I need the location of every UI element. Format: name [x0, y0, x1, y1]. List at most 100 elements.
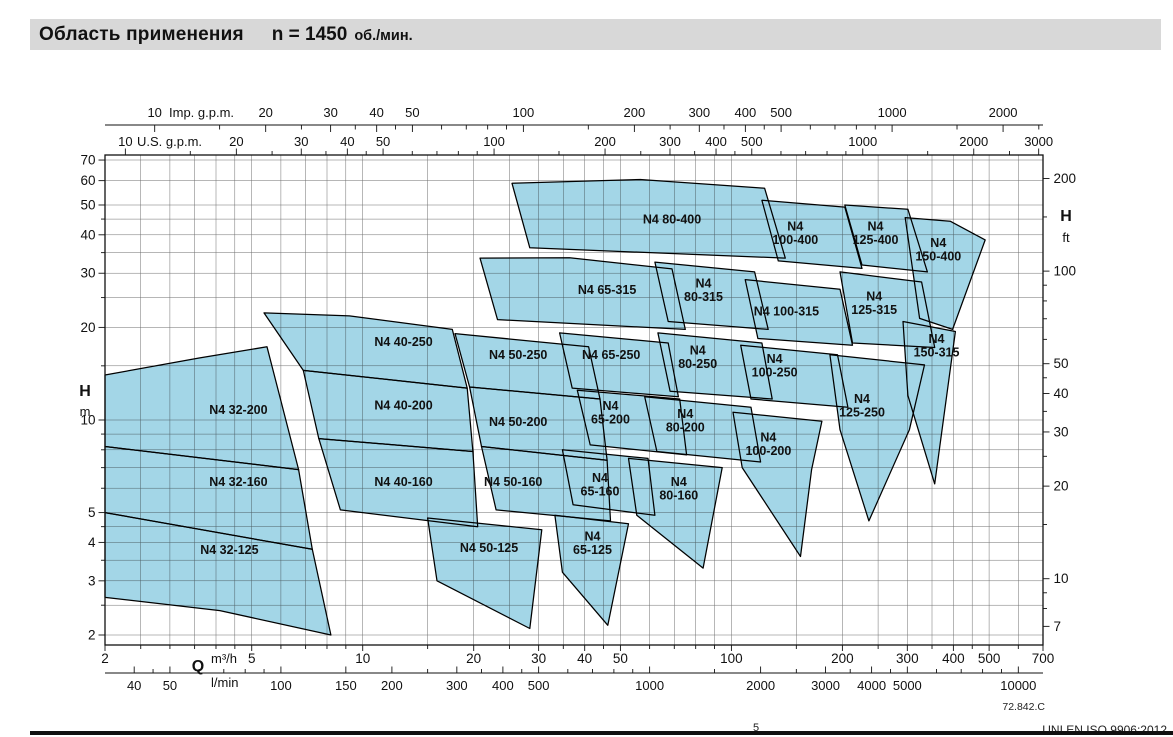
- axis-label: Q: [192, 658, 204, 675]
- pump-region-outline: [426, 517, 543, 630]
- pump-region-outline: [558, 332, 680, 398]
- axis-label: 50: [613, 651, 628, 666]
- axis-label: 400: [705, 134, 727, 149]
- axis-label: 400: [942, 651, 965, 666]
- axis-label: 5000: [893, 678, 922, 693]
- pump-region-n4-40-250[interactable]: [264, 312, 468, 389]
- pump-region-n4-65-315[interactable]: [480, 257, 686, 330]
- axis-label: 500: [770, 105, 792, 120]
- axis-label: 10: [80, 412, 95, 427]
- axis-label: 60: [80, 173, 95, 188]
- axis-label: 30: [531, 651, 546, 666]
- axis-label: l/min: [211, 675, 238, 690]
- pump-region-label-n4-125-400: N4 125-400: [853, 220, 899, 248]
- axis-label: 40: [80, 227, 95, 242]
- axis-label: 300: [688, 105, 710, 120]
- pump-region-label-n4-65-200: N4 65-200: [591, 399, 630, 427]
- pump-region-n4-50-125[interactable]: [427, 518, 542, 629]
- pump-region-n4-100-400[interactable]: [761, 200, 862, 269]
- axis-label: 500: [978, 651, 1001, 666]
- axis-label: 30: [1054, 424, 1069, 439]
- pump-region-n4-32-200[interactable]: [105, 346, 299, 470]
- pump-region-outlines: [104, 178, 986, 636]
- axis-label: 10: [355, 651, 370, 666]
- axis-label: 10000: [1000, 678, 1036, 693]
- axis-label: 10: [147, 105, 161, 120]
- pump-region-n4-125-250[interactable]: [829, 354, 925, 521]
- pump-region-label-n4-65-315: N4 65-315: [578, 283, 636, 297]
- axis-label: 100: [1054, 264, 1077, 279]
- pump-region-n4-150-315[interactable]: [903, 321, 956, 484]
- pump-region-n4-32-160[interactable]: [105, 446, 313, 550]
- pump-region-outline: [740, 344, 849, 408]
- pump-region-n4-65-125[interactable]: [554, 515, 629, 626]
- pump-region-label-n4-50-125: N4 50-125: [460, 541, 518, 555]
- axis-label: Imp. g.p.m.: [169, 105, 234, 120]
- pump-region-label-n4-40-250: N4 40-250: [374, 335, 432, 349]
- axis-label: 300: [659, 134, 681, 149]
- pump-region-outline: [511, 178, 786, 259]
- pump-region-n4-80-315[interactable]: [654, 262, 769, 330]
- axis-label: 2: [88, 628, 96, 643]
- pump-region-label-n4-125-250: N4 125-250: [839, 392, 885, 420]
- pump-region-n4-100-250[interactable]: [740, 345, 848, 408]
- pump-region-label-n4-150-400: N4 150-400: [915, 236, 961, 264]
- axis-label: 500: [741, 134, 763, 149]
- axis-label: 2000: [959, 134, 988, 149]
- axis-label: 700: [1032, 651, 1055, 666]
- pump-region-label-n4-65-250: N4 65-250: [582, 348, 640, 362]
- axis-label: 3000: [1024, 134, 1053, 149]
- pump-region-n4-40-160[interactable]: [318, 438, 478, 527]
- pump-region-label-n4-80-400: N4 80-400: [643, 213, 701, 227]
- speed-unit: об./мин.: [354, 27, 413, 44]
- axis-label: 50: [1054, 356, 1069, 371]
- axis-label: 1000: [848, 134, 877, 149]
- axis-label: 40: [340, 134, 354, 149]
- axis-label: 10: [118, 134, 132, 149]
- pump-region-label-n4-50-250: N4 50-250: [489, 348, 547, 362]
- pump-region-label-n4-32-125: N4 32-125: [200, 543, 258, 557]
- pump-region-n4-100-200[interactable]: [733, 412, 822, 557]
- pump-region-outline: [657, 332, 773, 400]
- pump-region-outline: [904, 216, 986, 331]
- pump-region-outline: [263, 312, 468, 389]
- axis-label: 200: [1054, 171, 1077, 186]
- axis-label: 20: [229, 134, 243, 149]
- axis-label: 400: [735, 105, 757, 120]
- speed-value: n = 1450: [271, 23, 348, 45]
- axis-label: 50: [405, 105, 419, 120]
- pump-region-label-n4-80-315: N4 80-315: [684, 276, 723, 304]
- axis-label: 150: [335, 678, 357, 693]
- pump-region-n4-100-315[interactable]: [745, 279, 853, 346]
- pump-region-label-n4-80-200: N4 80-200: [666, 407, 705, 435]
- axis-label: U.S. g.p.m.: [137, 134, 202, 149]
- pump-region-outline: [761, 199, 863, 270]
- axis-label: ft: [1062, 230, 1070, 245]
- axis-label: 100: [483, 134, 505, 149]
- pump-region-label-n4-100-400: N4 100-400: [772, 220, 818, 248]
- axis-label: 200: [831, 651, 854, 666]
- axis-label: 4000: [857, 678, 886, 693]
- plot-frame: [104, 154, 1044, 646]
- pump-region-label-n4-50-200: N4 50-200: [489, 415, 547, 429]
- pump-region-n4-80-400[interactable]: [512, 179, 786, 259]
- axis-label: m³/h: [211, 651, 237, 666]
- axis-label: 10: [1054, 571, 1069, 586]
- axis-label: 2000: [989, 105, 1018, 120]
- axis-label: 30: [323, 105, 337, 120]
- axis-label: 200: [624, 105, 646, 120]
- axis-label: 200: [594, 134, 616, 149]
- axis-label: 200: [381, 678, 403, 693]
- axis-label: 5: [248, 651, 256, 666]
- pump-region-labels: N4 32-125 N4 32-160 N4 32-200 N4 40-160 N4 4…: [200, 213, 961, 557]
- pump-region-outline: [829, 354, 926, 522]
- pump-region-label-n4-50-160: N4 50-160: [484, 475, 542, 489]
- pump-region-outline: [644, 396, 762, 463]
- axis-label: 4: [88, 535, 96, 550]
- pump-region-label-n4-65-160: N4 65-160: [581, 471, 620, 499]
- axis-label: 100: [513, 105, 535, 120]
- pump-region-outline: [902, 320, 957, 485]
- pump-region-label-n4-100-200: N4 100-200: [745, 430, 791, 458]
